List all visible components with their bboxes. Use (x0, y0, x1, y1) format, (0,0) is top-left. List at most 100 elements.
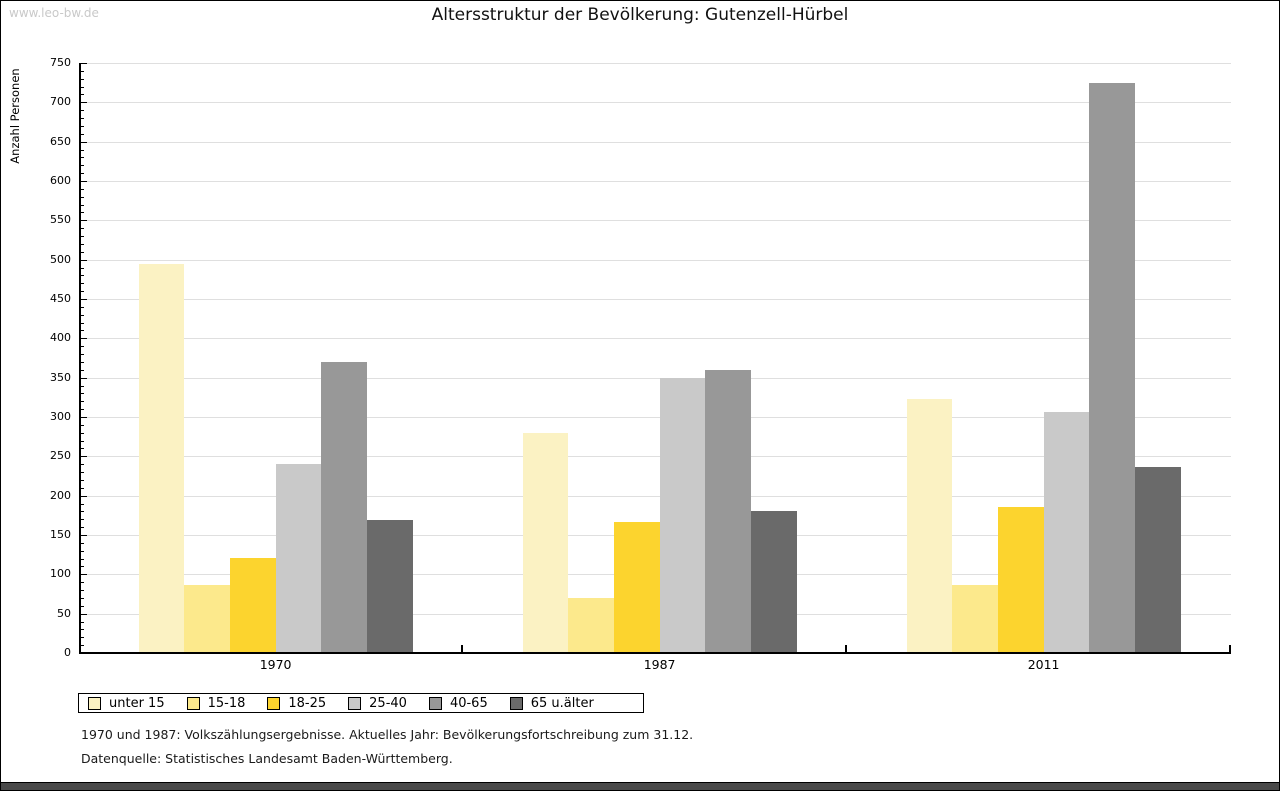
y-major-tick (80, 495, 87, 497)
y-minor-tick (80, 330, 84, 332)
footnote-line2: Datenquelle: Statistisches Landesamt Bad… (81, 751, 453, 766)
bar-1970-65-u-lter (367, 520, 413, 653)
y-minor-tick (80, 188, 84, 190)
y-minor-tick (80, 550, 84, 552)
y-major-tick (80, 377, 87, 379)
y-tick-label-50: 50 (57, 606, 71, 620)
footnotes: 1970 und 1987: Volkszählungsergebnisse. … (81, 723, 693, 771)
y-minor-tick (80, 346, 84, 348)
y-minor-tick (80, 110, 84, 112)
y-minor-tick (80, 133, 84, 135)
y-major-tick (80, 574, 87, 576)
y-minor-tick (80, 542, 84, 544)
y-tick-label-550: 550 (50, 213, 71, 227)
y-minor-tick (80, 275, 84, 277)
gridline-650 (79, 141, 1231, 143)
gridline-450 (79, 299, 1231, 300)
chart-title: Altersstruktur der Bevölkerung: Gutenzel… (431, 5, 849, 25)
y-minor-tick (80, 86, 84, 88)
y-minor-tick (80, 424, 84, 426)
y-minor-tick (80, 369, 84, 371)
y-minor-tick (80, 629, 84, 631)
y-minor-tick (80, 78, 84, 80)
legend-label-40-65: 40-65 (449, 695, 488, 711)
x-axis (79, 652, 1231, 654)
y-minor-tick (80, 393, 84, 395)
y-minor-tick (80, 118, 84, 120)
gridline-400 (79, 338, 1231, 340)
y-minor-tick (80, 464, 84, 466)
y-minor-tick (80, 519, 84, 521)
y-tick-label-400: 400 (50, 331, 71, 345)
legend-item-25-40: 25-40 (348, 696, 407, 711)
y-minor-tick (80, 251, 84, 253)
x-axis-tick (1229, 645, 1231, 653)
bar-2011-40-65 (1089, 82, 1135, 653)
x-axis-tick (845, 645, 847, 653)
gridline-500 (79, 259, 1231, 261)
y-major-tick (80, 141, 87, 143)
legend-label-18-25: 18-25 (288, 695, 327, 711)
bar-1987-unter-15 (522, 432, 569, 653)
y-minor-tick (80, 503, 84, 505)
y-tick-label-600: 600 (50, 174, 71, 187)
bar-1987-25-40 (659, 377, 706, 653)
x-tick-label-1987: 1987 (643, 657, 676, 672)
y-minor-tick (80, 487, 84, 489)
bar-1987-18-25 (613, 521, 660, 653)
y-tick-label-200: 200 (50, 488, 71, 502)
y-minor-tick (80, 590, 84, 592)
bar-2011-15-18 (952, 584, 998, 653)
legend-swatch-unter-15 (88, 696, 101, 710)
bar-1970-18-25 (229, 557, 276, 653)
y-tick-label-650: 650 (50, 134, 71, 148)
y-minor-tick (80, 479, 84, 481)
watermark: www.leo-bw.de (9, 6, 99, 20)
y-minor-tick (80, 291, 84, 293)
y-tick-label-450: 450 (50, 292, 71, 305)
legend-swatch-25-40 (348, 696, 362, 710)
y-minor-tick (80, 70, 84, 72)
y-tick-label-750: 750 (50, 56, 71, 69)
legend-label-25-40: 25-40 (369, 695, 407, 711)
legend-item-15-18: 15-18 (186, 696, 245, 711)
y-minor-tick (80, 243, 84, 245)
gridline-250 (79, 456, 1231, 458)
legend-item-40-65: 40-65 (428, 695, 488, 711)
y-minor-tick (80, 354, 84, 356)
y-minor-tick (80, 558, 84, 560)
y-minor-tick (80, 621, 84, 623)
legend-item-65-u-lter: 65 u.älter (509, 695, 594, 711)
legend-swatch-40-65 (428, 696, 442, 710)
y-minor-tick (80, 637, 84, 639)
y-major-tick (80, 535, 87, 536)
y-major-tick (80, 102, 87, 104)
y-major-tick (80, 299, 87, 300)
y-tick-label-350: 350 (50, 370, 71, 384)
y-major-tick (80, 181, 87, 182)
bar-1987-15-18 (568, 597, 614, 653)
legend-label-65-u-lter: 65 u.älter (530, 695, 594, 711)
y-minor-tick (80, 236, 84, 238)
legend-swatch-15-18 (186, 696, 200, 710)
y-tick-label-150: 150 (50, 528, 71, 541)
gridline-350 (79, 377, 1231, 379)
y-minor-tick (80, 94, 84, 96)
bar-1970-unter-15 (138, 263, 185, 653)
y-minor-tick (80, 440, 84, 442)
y-minor-tick (80, 566, 84, 568)
y-minor-tick (80, 582, 84, 584)
gridline-200 (79, 495, 1231, 497)
y-tick-label-100: 100 (50, 567, 71, 581)
y-minor-tick (80, 165, 84, 167)
y-minor-tick (80, 196, 84, 198)
y-axis (79, 63, 81, 653)
y-minor-tick (80, 409, 84, 411)
y-minor-tick (80, 645, 84, 647)
y-major-tick (80, 613, 87, 615)
y-minor-tick (80, 314, 84, 316)
y-tick-label-300: 300 (50, 410, 71, 423)
y-minor-tick (80, 149, 84, 151)
y-minor-tick (80, 385, 84, 387)
y-minor-tick (80, 432, 84, 434)
